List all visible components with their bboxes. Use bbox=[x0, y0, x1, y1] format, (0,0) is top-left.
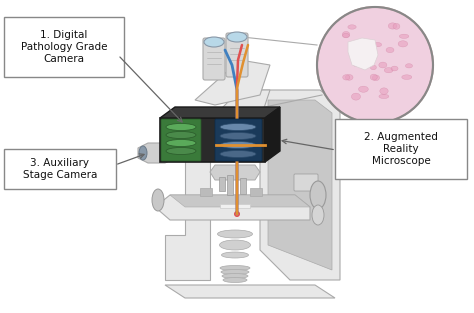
Bar bbox=[200, 188, 212, 196]
Polygon shape bbox=[160, 107, 280, 118]
FancyBboxPatch shape bbox=[203, 38, 225, 80]
Polygon shape bbox=[155, 195, 310, 220]
Ellipse shape bbox=[166, 147, 196, 155]
Bar bbox=[220, 204, 250, 208]
Ellipse shape bbox=[312, 205, 324, 225]
Polygon shape bbox=[165, 120, 210, 280]
Bar bbox=[227, 175, 233, 195]
Ellipse shape bbox=[139, 146, 147, 160]
Polygon shape bbox=[348, 38, 378, 70]
Ellipse shape bbox=[379, 62, 387, 68]
Ellipse shape bbox=[388, 23, 397, 29]
Ellipse shape bbox=[391, 66, 398, 71]
FancyBboxPatch shape bbox=[4, 17, 124, 77]
Ellipse shape bbox=[222, 274, 248, 279]
Ellipse shape bbox=[166, 131, 196, 138]
Ellipse shape bbox=[398, 41, 408, 47]
Circle shape bbox=[317, 7, 433, 123]
Ellipse shape bbox=[399, 34, 409, 38]
Polygon shape bbox=[268, 100, 332, 270]
FancyBboxPatch shape bbox=[226, 33, 248, 77]
Ellipse shape bbox=[310, 181, 326, 209]
Polygon shape bbox=[138, 143, 175, 163]
Ellipse shape bbox=[223, 278, 247, 283]
Ellipse shape bbox=[370, 65, 376, 70]
Polygon shape bbox=[260, 90, 340, 280]
Ellipse shape bbox=[384, 68, 393, 73]
Ellipse shape bbox=[204, 37, 224, 47]
Ellipse shape bbox=[343, 75, 350, 80]
Ellipse shape bbox=[166, 140, 196, 146]
Polygon shape bbox=[160, 118, 265, 162]
Ellipse shape bbox=[220, 141, 256, 148]
Ellipse shape bbox=[353, 62, 360, 66]
Polygon shape bbox=[265, 107, 280, 162]
Ellipse shape bbox=[370, 74, 377, 80]
Ellipse shape bbox=[379, 94, 389, 99]
FancyBboxPatch shape bbox=[161, 119, 201, 161]
Text: 3. Auxiliary
Stage Camera: 3. Auxiliary Stage Camera bbox=[23, 158, 97, 180]
Ellipse shape bbox=[373, 43, 382, 47]
Ellipse shape bbox=[373, 75, 380, 80]
FancyBboxPatch shape bbox=[335, 119, 467, 179]
Ellipse shape bbox=[358, 86, 368, 92]
Ellipse shape bbox=[227, 32, 247, 42]
Ellipse shape bbox=[152, 189, 164, 211]
Ellipse shape bbox=[221, 252, 248, 258]
Ellipse shape bbox=[218, 230, 253, 238]
Ellipse shape bbox=[393, 23, 400, 29]
Text: 1. Digital
Pathology Grade
Camera: 1. Digital Pathology Grade Camera bbox=[21, 30, 107, 64]
Ellipse shape bbox=[220, 151, 256, 157]
Bar bbox=[250, 188, 262, 196]
Ellipse shape bbox=[402, 75, 412, 80]
Polygon shape bbox=[210, 90, 270, 120]
Ellipse shape bbox=[166, 124, 196, 131]
Ellipse shape bbox=[220, 124, 256, 131]
Polygon shape bbox=[165, 285, 335, 298]
Ellipse shape bbox=[346, 74, 353, 80]
Polygon shape bbox=[170, 195, 310, 207]
Ellipse shape bbox=[220, 265, 250, 270]
Ellipse shape bbox=[386, 47, 394, 53]
Bar bbox=[240, 178, 246, 194]
Ellipse shape bbox=[380, 88, 388, 94]
Text: 2. Augmented
Reality
Microscope: 2. Augmented Reality Microscope bbox=[364, 132, 438, 166]
Bar bbox=[219, 177, 225, 191]
Ellipse shape bbox=[343, 33, 349, 38]
Ellipse shape bbox=[219, 240, 250, 250]
Ellipse shape bbox=[221, 269, 249, 275]
Circle shape bbox=[234, 211, 240, 217]
Ellipse shape bbox=[220, 132, 256, 140]
Ellipse shape bbox=[358, 44, 365, 51]
FancyBboxPatch shape bbox=[4, 149, 116, 189]
Ellipse shape bbox=[351, 93, 361, 100]
Circle shape bbox=[236, 213, 238, 215]
Polygon shape bbox=[195, 60, 270, 105]
Ellipse shape bbox=[342, 32, 350, 38]
Ellipse shape bbox=[348, 25, 356, 29]
FancyBboxPatch shape bbox=[215, 119, 262, 161]
Ellipse shape bbox=[405, 64, 412, 68]
Polygon shape bbox=[210, 165, 260, 180]
FancyBboxPatch shape bbox=[294, 174, 318, 191]
